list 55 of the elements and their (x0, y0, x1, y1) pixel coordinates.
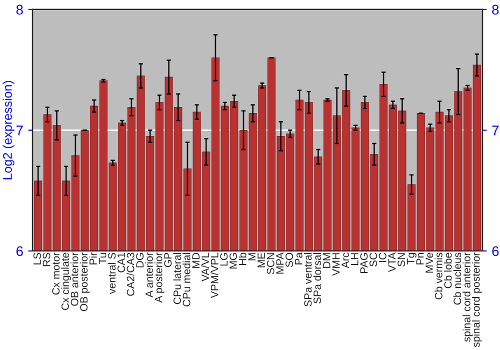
x-tick-label: SC (370, 252, 378, 267)
x-tick-label: VA/VL (201, 252, 209, 282)
x-tick-label: LG (220, 253, 228, 266)
x-tick-label: MVe (426, 252, 434, 273)
x-tick-label: GP (164, 252, 172, 268)
x-tick-label: OB posterior (80, 252, 90, 312)
x-tick-label: Pn (416, 253, 424, 264)
x-tick-label: DG (136, 253, 144, 268)
x-tick-label: Cb vermis (434, 252, 442, 300)
x-tick-label: DM (322, 253, 330, 268)
y2-tick-label: 8 (492, 4, 499, 15)
y-tick-label: 7 (16, 126, 23, 136)
x-tick-label: spinal cord anterior (462, 252, 472, 342)
x-tick-label: Pir (89, 252, 97, 264)
x-tick-label: Hb (238, 252, 246, 265)
x-tick-label: ventral S (108, 252, 116, 294)
x-tick-label: CA2/CA3 (126, 252, 134, 296)
x-tick-label: Cb nucleus (453, 252, 462, 305)
x-tick-label: MPA (276, 252, 284, 274)
x-tick-label: MG (230, 253, 237, 268)
x-tick-label: OB anterior (70, 252, 78, 306)
y2-tick-label: 7 (492, 126, 499, 136)
x-tick-label: CA1 (117, 252, 125, 272)
x-tick-label: CPu medial (182, 253, 190, 306)
x-tick-label: M (248, 253, 256, 260)
x-tick-label: Cb lobe (444, 252, 452, 288)
x-tick-label: Cx cingulate (61, 252, 72, 310)
x-tick-label: PAG (360, 253, 368, 273)
x-tick-label: Tg (407, 253, 416, 264)
x-tick-label: SPa dorsal (313, 253, 322, 304)
x-tick-label: VMH (332, 253, 340, 276)
x-tick-label: SN (398, 253, 406, 267)
x-tick-label: IC (378, 252, 386, 262)
x-tick-label: A posterior (154, 252, 164, 303)
x-tick-label: spinal cord posterior (472, 252, 482, 348)
x-tick-label: VPM/VPL (210, 252, 218, 298)
x-tick-label: Cx motor (52, 252, 60, 295)
y-tick-label: 8 (16, 4, 23, 15)
y-axis-title: Log2 (expression) (2, 80, 14, 180)
y-tick-label: 6 (16, 246, 23, 256)
x-tick-label: LS (33, 252, 41, 264)
x-tick-label: LH (350, 253, 358, 265)
x-tick-label: A anterior (145, 252, 153, 298)
x-tick-label: MD (192, 252, 200, 268)
x-tick-label: ME (258, 252, 265, 268)
x-tick-label: RS (42, 252, 50, 266)
x-tick-label: CPu lateral (173, 253, 181, 304)
x-tick-label: SPa ventral (304, 253, 312, 306)
x-tick-label: Pa (294, 252, 302, 264)
x-tick-label: Arc (342, 252, 350, 268)
y2-tick-label: 6 (492, 246, 499, 256)
x-tick-label: Tu (98, 253, 106, 264)
x-tick-label: SO (286, 252, 294, 268)
x-tick-label: VTA (388, 252, 396, 272)
x-tick-label: SCN (266, 253, 274, 274)
